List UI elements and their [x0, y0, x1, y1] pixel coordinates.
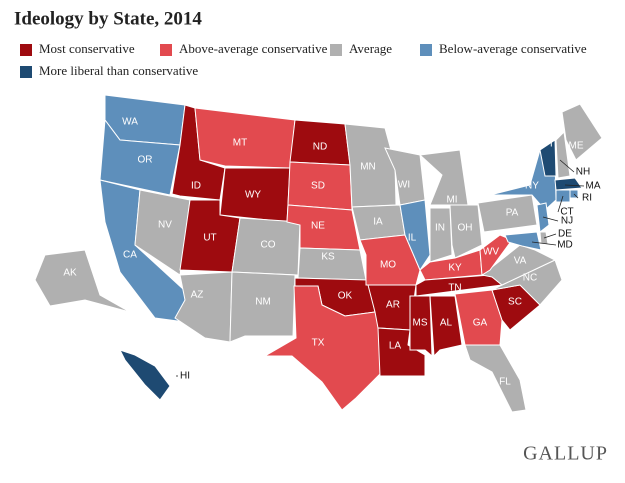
state-label: SD	[311, 181, 325, 192]
state-label: MT	[233, 138, 247, 149]
leader-line	[564, 184, 585, 187]
state	[99, 118, 181, 196]
state	[194, 107, 296, 169]
state-label: AL	[440, 318, 453, 329]
legend-swatch	[420, 44, 432, 56]
leader-line	[573, 193, 579, 199]
state-label: AZ	[191, 290, 204, 301]
state-label: GA	[473, 318, 488, 329]
state-label: NM	[255, 297, 271, 308]
legend-label: Average	[349, 41, 392, 56]
state-label: OK	[338, 291, 353, 302]
state-label: MA	[586, 181, 601, 192]
state-labels: WA OR CA NV ID MT WY UT AZ CO NM ND SD NE KS OK TX MN IA MO…	[63, 117, 601, 388]
leader-line	[559, 159, 575, 173]
state	[119, 349, 171, 401]
state-label: WI	[398, 180, 410, 191]
state-label: RI	[582, 193, 592, 204]
state	[555, 130, 571, 179]
state-label: SC	[508, 297, 522, 308]
state	[263, 285, 391, 411]
state-label: MS	[413, 318, 428, 329]
state-label: VA	[514, 256, 527, 267]
state	[454, 289, 503, 346]
state-label: IA	[373, 217, 383, 228]
state-label: NV	[158, 220, 172, 231]
state	[418, 149, 469, 206]
leader-line	[557, 195, 564, 213]
brand: GALLUP	[523, 443, 608, 465]
state	[229, 271, 296, 343]
legend-swatch	[330, 44, 342, 56]
state-label: MD	[557, 240, 573, 251]
state-label: TX	[312, 338, 325, 349]
state	[464, 344, 527, 413]
state-label: ND	[313, 142, 327, 153]
legend: Most conservative Above-average conservat…	[20, 41, 587, 78]
state	[536, 202, 550, 233]
state	[504, 231, 542, 251]
state-label: WV	[483, 247, 499, 258]
states	[34, 94, 603, 413]
state-label: MO	[380, 260, 396, 271]
state	[449, 204, 483, 259]
state-label: KS	[321, 252, 335, 263]
state-label: CT	[560, 207, 573, 218]
legend-swatch	[20, 66, 32, 78]
state-label: DE	[558, 229, 572, 240]
state-label: AK	[63, 268, 77, 279]
leader-line	[543, 233, 557, 239]
leader-line	[542, 216, 559, 222]
state-label: NE	[311, 221, 325, 232]
state-label: FL	[499, 377, 511, 388]
state-label: TN	[448, 283, 461, 294]
state-label: NY	[525, 181, 539, 192]
legend-swatch	[160, 44, 172, 56]
state	[409, 295, 433, 358]
state	[554, 177, 583, 191]
state-label: IN	[435, 223, 445, 234]
state	[477, 194, 538, 233]
leader-line	[531, 241, 557, 246]
state-label: MI	[446, 195, 457, 206]
state-label: NJ	[561, 216, 573, 227]
state	[34, 249, 131, 313]
state-label: HI	[180, 371, 190, 382]
title: Ideology by State, 2014	[14, 8, 202, 29]
state-label: CO	[261, 240, 276, 251]
legend-label: Most conservative	[39, 41, 135, 56]
state-label: IL	[408, 233, 417, 244]
state-label: UT	[203, 233, 216, 244]
legend-label: Below-average conservative	[439, 41, 587, 56]
state	[561, 103, 603, 161]
state-label: ME	[569, 141, 584, 152]
legend-label: Above-average conservative	[179, 41, 328, 56]
state-label: OR	[138, 155, 153, 166]
legend-label: More liberal than conservative	[39, 63, 198, 78]
state-label: WY	[245, 190, 261, 201]
state	[539, 139, 557, 177]
state-label: NC	[523, 273, 537, 284]
state	[174, 271, 233, 343]
state-label: VT	[542, 139, 555, 150]
state	[479, 234, 513, 276]
state-label: KY	[448, 263, 462, 274]
state-label: MN	[360, 162, 376, 173]
state	[399, 199, 431, 272]
state-label: PA	[506, 208, 519, 219]
state-label: LA	[389, 341, 402, 352]
state-label: AR	[386, 300, 400, 311]
state-label: WA	[122, 117, 138, 128]
legend-swatch	[20, 44, 32, 56]
state-label: OH	[458, 223, 473, 234]
state-label: NH	[576, 167, 590, 178]
state-label: CA	[123, 250, 137, 261]
state-label: ID	[191, 181, 201, 192]
state	[429, 207, 453, 263]
state	[429, 295, 463, 358]
